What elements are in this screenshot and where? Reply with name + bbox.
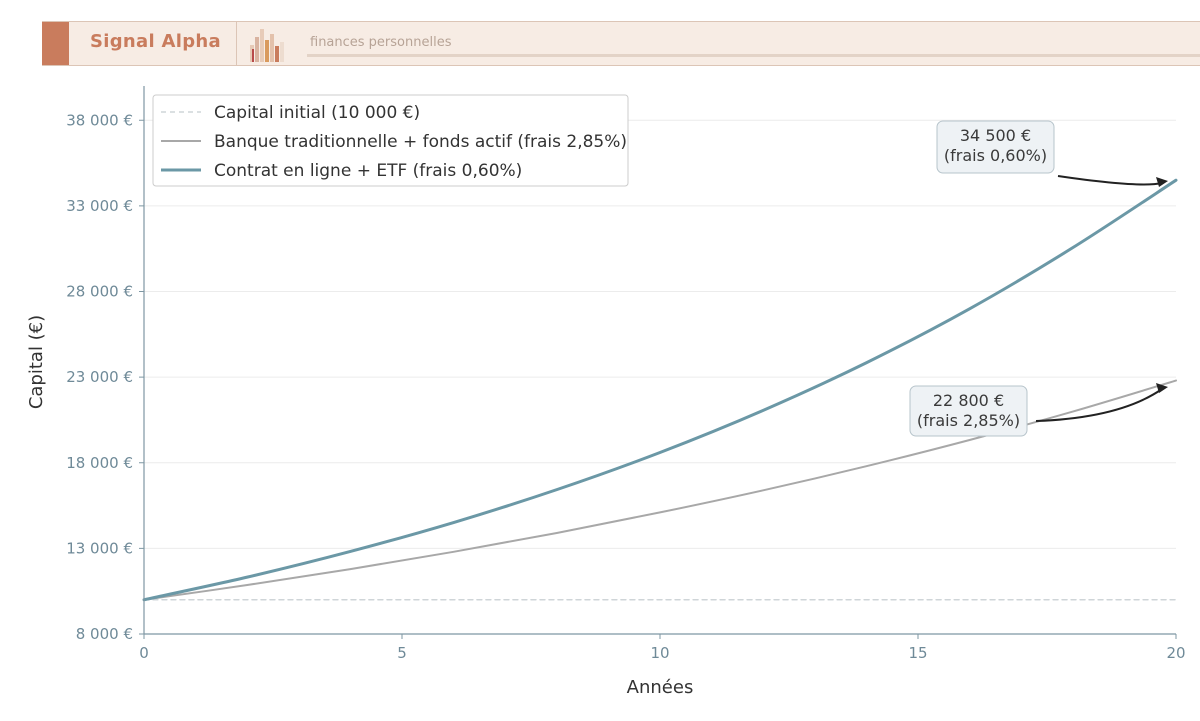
legend-box (152, 94, 629, 187)
bar-chart-logo-icon (250, 29, 284, 62)
x-tick-label-0: 0 (139, 644, 149, 662)
tick-labels: 8 000 € 13 000 € 18 000 € 23 000 € 28 000 € 3… (66, 111, 1185, 662)
legend-label-1: Banque traditionnelle + fonds actif (fra… (214, 132, 627, 152)
y-tick-label-4: 28 000 € (66, 283, 133, 301)
y-tick-label-5: 33 000 € (66, 197, 133, 215)
annotation-arrowhead-1 (1156, 383, 1168, 393)
x-tick-label-3: 15 (908, 644, 927, 662)
annotation-note-0: (frais 0,60%) (944, 146, 1047, 165)
annotation-box-1 (909, 385, 1028, 437)
annotation-value-0: 34 500 € (960, 126, 1031, 145)
y-tick-label-0: 8 000 € (76, 625, 133, 643)
annotation-arrow-0 (1057, 175, 1163, 186)
annotations: 34 500 €(frais 0,60%) 22 800 €(frais 2,85… (909, 120, 1168, 437)
y-tick-label-1: 13 000 € (66, 539, 133, 557)
legend-label-0: Capital initial (10 000 €) (214, 103, 420, 123)
x-tick-label-2: 10 (650, 644, 669, 662)
y-tick-label-6: 38 000 € (66, 111, 133, 129)
x-tick-label-1: 5 (397, 644, 407, 662)
annotation-value-1: 22 800 € (933, 391, 1004, 410)
annotation-arrowhead-0 (1156, 177, 1168, 187)
tagline: finances personnelles (310, 35, 452, 50)
y-tick-label-3: 23 000 € (66, 368, 133, 386)
x-axis-label: Années (627, 677, 694, 698)
legend: Capital initial (10 000 €) Banque traditi… (152, 94, 629, 187)
annotation-box-0 (936, 120, 1055, 174)
series-line-2 (142, 178, 1178, 602)
brand-color-block (42, 22, 69, 65)
y-tick-label-2: 18 000 € (66, 454, 133, 472)
legend-label-2: Contrat en ligne + ETF (frais 0,60%) (214, 161, 522, 181)
header-separator (236, 22, 237, 65)
y-axis-label: Capital (€) (26, 315, 47, 409)
brand-header: Signal Alpha finances personnelles (42, 21, 1200, 66)
tagline-underline (307, 54, 1200, 57)
grid-lines (144, 119, 1176, 635)
brand-name: Signal Alpha (90, 31, 221, 52)
annotation-arrow-1 (1035, 388, 1163, 422)
x-tick-label-4: 20 (1166, 644, 1185, 662)
annotation-note-1: (frais 2,85%) (917, 411, 1020, 430)
